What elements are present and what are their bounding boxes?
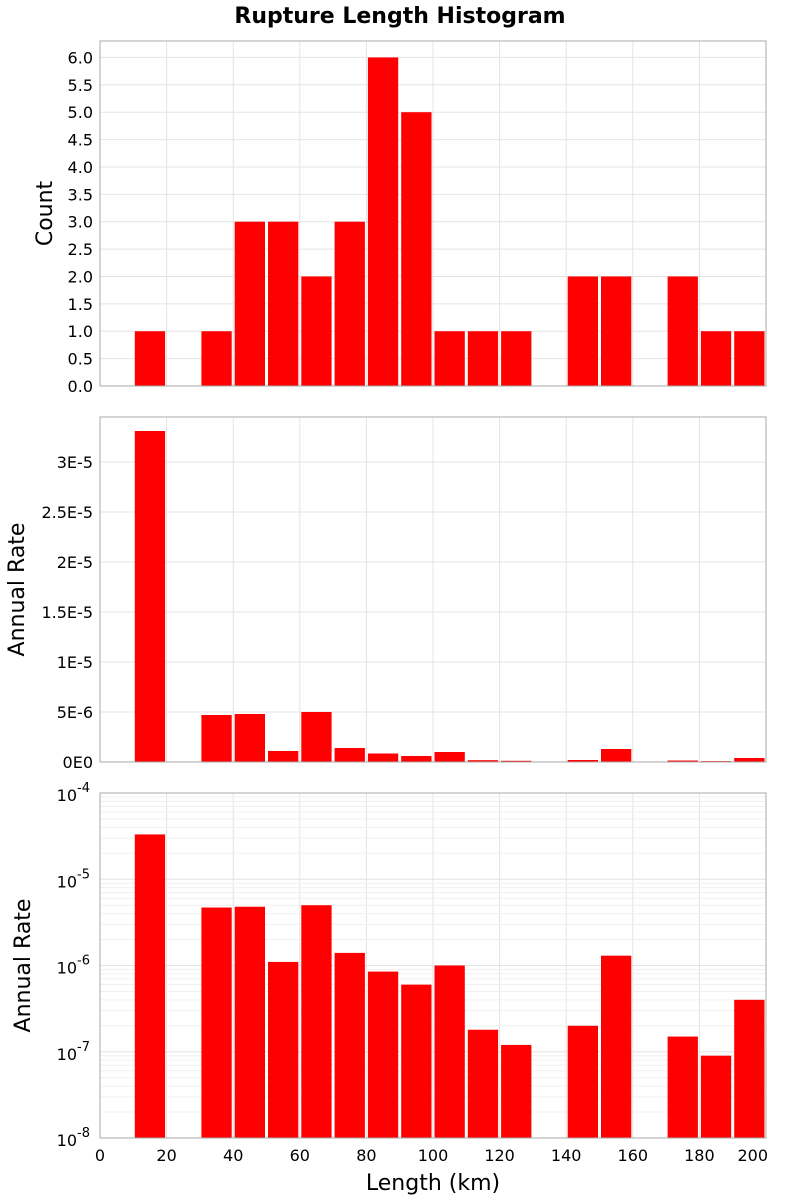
y-tick-label: 2E-5: [57, 553, 93, 572]
y-tick-label: 10-4: [57, 781, 90, 805]
histogram-bar: [134, 834, 166, 1138]
histogram-bar: [201, 331, 232, 386]
y-tick-label: 0.0: [68, 377, 93, 396]
histogram-bar: [268, 961, 299, 1138]
histogram-bar: [734, 331, 765, 386]
histogram-bar: [601, 276, 632, 386]
y-axis-label: Count: [33, 180, 58, 246]
y-tick-label: 2.5: [68, 240, 93, 259]
y-tick-label: 0.5: [68, 350, 93, 369]
x-tick-label: 60: [290, 1146, 310, 1165]
y-tick-label: 10-6: [57, 954, 90, 978]
chart-panels: 0.0 0.5 1.0 1.5 2.0 2.5 3.0 3.5 4.0 4.5 5.0 5.5 6.0 C…: [5, 40, 768, 1165]
x-tick-label: 200: [737, 1146, 768, 1165]
x-axis-ticks: 0 20 40 60 80 100 120 140 160 180 200: [95, 1146, 768, 1165]
histogram-bar: [401, 756, 432, 762]
x-tick-label: 20: [156, 1146, 176, 1165]
y-tick-label: 4.0: [68, 158, 93, 177]
histogram-bar: [367, 57, 399, 387]
histogram-bar: [734, 999, 765, 1138]
histogram-bar: [434, 331, 465, 386]
plot-frame: [99, 40, 767, 387]
x-tick-label: 140: [551, 1146, 582, 1165]
histogram-bar: [434, 752, 465, 762]
y-tick-label: 10-7: [57, 1040, 90, 1064]
histogram-bar: [467, 760, 499, 762]
histogram-bar: [234, 906, 265, 1138]
histogram-bar: [667, 1036, 698, 1138]
x-tick-label: 40: [223, 1146, 243, 1165]
y-tick-label: 3E-5: [57, 453, 93, 472]
y-tick-label: 0E0: [63, 753, 93, 772]
histogram-bar: [700, 1055, 732, 1138]
histogram-bar: [401, 112, 432, 386]
y-tick-label: 5.0: [68, 103, 93, 122]
histogram-bar: [268, 221, 299, 386]
histogram-bar: [567, 1025, 598, 1138]
y-tick-label: 1.5: [68, 295, 93, 314]
x-axis-label: Length (km): [366, 1171, 500, 1196]
histogram-bar: [501, 760, 532, 762]
y-tick-label: 10-8: [57, 1126, 90, 1150]
y-tick-label: 6.0: [68, 48, 93, 67]
y-tick-label: 3.5: [68, 185, 93, 204]
histogram-bar: [434, 965, 465, 1138]
histogram-bar: [234, 221, 265, 386]
histogram-bar: [301, 276, 332, 386]
histogram-bar: [601, 955, 632, 1138]
y-tick-label: 2.5E-5: [41, 503, 93, 522]
histogram-bar: [467, 331, 499, 386]
histogram-bar: [301, 905, 332, 1138]
histogram-bar: [667, 760, 698, 762]
histogram-bar: [201, 907, 232, 1138]
y-tick-label: 1.5E-5: [41, 603, 93, 622]
x-tick-label: 80: [356, 1146, 376, 1165]
y-axis-label: Annual Rate: [11, 899, 36, 1033]
histogram-bar: [567, 760, 598, 762]
histogram-bar: [134, 431, 166, 762]
chart-title: Rupture Length Histogram: [234, 4, 565, 29]
histogram-bar: [367, 971, 399, 1138]
histogram-bar: [367, 753, 399, 762]
x-tick-label: 160: [618, 1146, 649, 1165]
y-tick-label: 5.5: [68, 76, 93, 95]
x-tick-label: 120: [484, 1146, 515, 1165]
histogram-bar: [334, 221, 365, 386]
panel-3: 10-8 10-7 10-6 10-5 10-4 Annual Rate: [11, 781, 767, 1150]
plot-frame: [99, 792, 767, 1139]
y-tick-label: 10-5: [57, 867, 90, 891]
histogram-bar: [201, 715, 232, 762]
histogram-bar: [601, 749, 632, 762]
y-tick-label: 5E-6: [57, 703, 93, 722]
panel-1: 0.0 0.5 1.0 1.5 2.0 2.5 3.0 3.5 4.0 4.5 5.0 5.5 6.0 C…: [33, 40, 767, 396]
histogram-bar: [301, 712, 332, 762]
histogram-bar: [501, 1044, 532, 1138]
histogram-bar: [401, 984, 432, 1138]
panel-2: 0E0 5E-6 1E-5 1.5E-5 2E-5 2.5E-5 3E-5 Annual Ra…: [5, 416, 767, 772]
y-tick-label: 3.0: [68, 213, 93, 232]
histogram-bar: [334, 748, 365, 762]
y-tick-label: 1E-5: [57, 653, 93, 672]
histogram-bar: [667, 276, 698, 386]
histogram-bar: [734, 758, 765, 762]
plot-frame: [99, 416, 767, 763]
y-tick-label: 1.0: [68, 322, 93, 341]
histogram-bar: [268, 751, 299, 762]
x-tick-label: 100: [418, 1146, 449, 1165]
histogram-bar: [501, 331, 532, 386]
y-tick-label: 2.0: [68, 267, 93, 286]
histogram-bar: [700, 331, 732, 386]
y-axis-label: Annual Rate: [5, 523, 30, 657]
x-tick-label: 0: [95, 1146, 105, 1165]
histogram-bar: [234, 714, 265, 762]
histogram-bar: [567, 276, 598, 386]
y-tick-label: 4.5: [68, 131, 93, 150]
x-tick-label: 180: [684, 1146, 715, 1165]
histogram-bar: [467, 1029, 499, 1138]
histogram-bar: [134, 331, 166, 386]
histogram-bar: [334, 952, 365, 1138]
